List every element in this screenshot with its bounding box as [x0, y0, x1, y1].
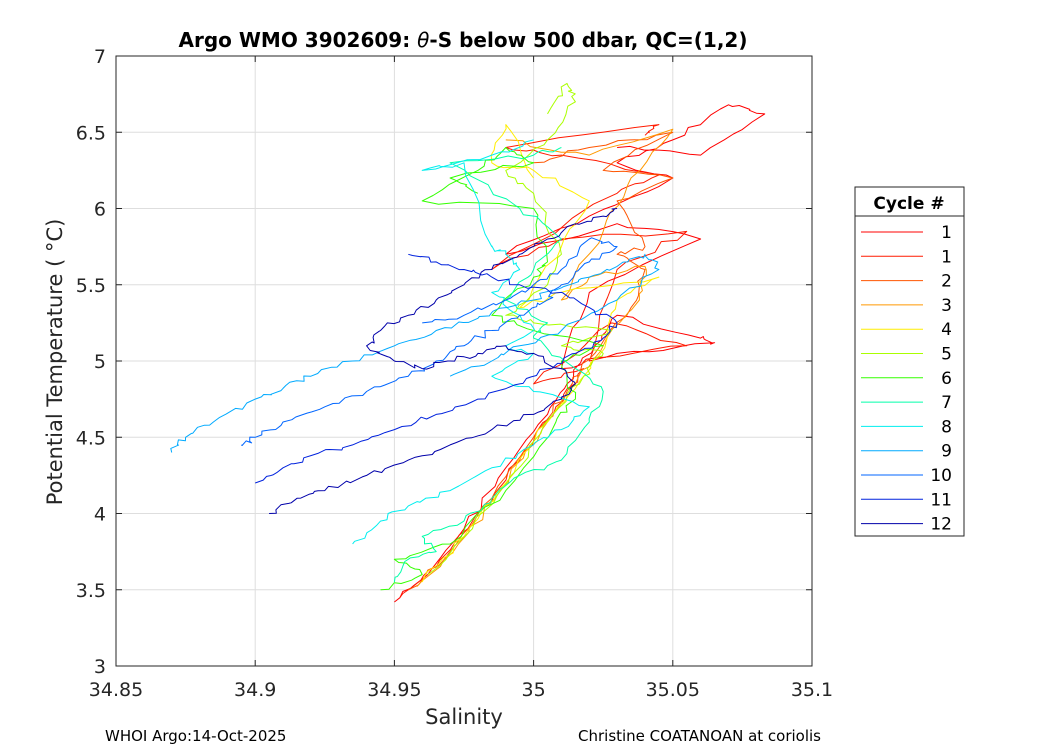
legend-label: 5: [941, 345, 952, 365]
legend-label: 2: [941, 272, 952, 292]
legend-label: 4: [941, 320, 952, 340]
chart-title-main: Argo WMO 3902609:: [179, 28, 418, 52]
series-line-cycle-8-8: [352, 139, 590, 545]
series-line-cycle-7-7: [393, 147, 604, 583]
legend-label: 9: [941, 442, 952, 462]
legend-label: 10: [930, 466, 952, 486]
x-tick-label: 35.1: [791, 679, 833, 701]
y-tick-label: 7: [94, 46, 106, 68]
series-line-cycle-11-11: [255, 253, 618, 484]
legend-title: Cycle #: [873, 194, 944, 214]
series-line-cycle-5-5: [427, 82, 613, 575]
series-lines: [170, 82, 766, 603]
legend-label: 6: [941, 369, 952, 389]
x-axis-label: Salinity: [425, 705, 503, 729]
legend-label: 11: [930, 490, 952, 510]
y-tick-label: 5.5: [76, 275, 106, 297]
y-tick-label: 6: [94, 199, 106, 221]
y-tick-label: 4: [94, 504, 106, 526]
y-tick-label: 5: [94, 351, 106, 373]
x-tick-label: 34.9: [234, 679, 276, 701]
grid-lines: [116, 56, 812, 666]
y-axis-label: Potential Temperature ( °C): [43, 219, 67, 506]
axis-ticks: 34.85 34.9 34.95 35 35.05 35.1 3 3.5 4 4.5 5 5.5 6 6.…: [76, 46, 833, 701]
series-line-cycle-4-4: [421, 124, 660, 583]
y-tick-label: 3.5: [76, 580, 106, 602]
footer-author: Christine COATANOAN at coriolis: [578, 727, 821, 745]
x-tick-label: 35: [522, 679, 546, 701]
chart-title-theta: θ: [417, 28, 429, 52]
x-tick-label: 34.85: [89, 679, 143, 701]
series-line-cycle-9-9: [170, 253, 660, 453]
chart-title: Argo WMO 3902609: θ-S below 500 dbar, QC…: [179, 28, 748, 52]
legend-label: 3: [941, 296, 952, 316]
x-tick-label: 35.05: [646, 679, 700, 701]
legend-label: 7: [941, 393, 952, 413]
series-line-cycle-12-12: [269, 208, 618, 514]
legend-box: [854, 186, 965, 537]
series-line-cycle-6-6: [380, 147, 604, 591]
footer-date: WHOI Argo:14-Oct-2025: [105, 727, 286, 745]
legend-label: 12: [930, 515, 952, 535]
y-tick-label: 3: [94, 656, 106, 678]
x-tick-label: 34.95: [367, 679, 421, 701]
y-tick-label: 4.5: [76, 427, 106, 449]
series-line-cycle-3-3: [416, 128, 674, 588]
y-tick-label: 6.5: [76, 122, 106, 144]
series-line-cycle-1-0: [394, 104, 766, 603]
legend-label: 1: [941, 223, 952, 243]
legend-label: 8: [941, 417, 952, 437]
chart-title-rest: -S below 500 dbar, QC=(1,2): [429, 28, 747, 52]
legend-label: 1: [941, 247, 952, 267]
series-line-cycle-10-10: [241, 237, 618, 446]
